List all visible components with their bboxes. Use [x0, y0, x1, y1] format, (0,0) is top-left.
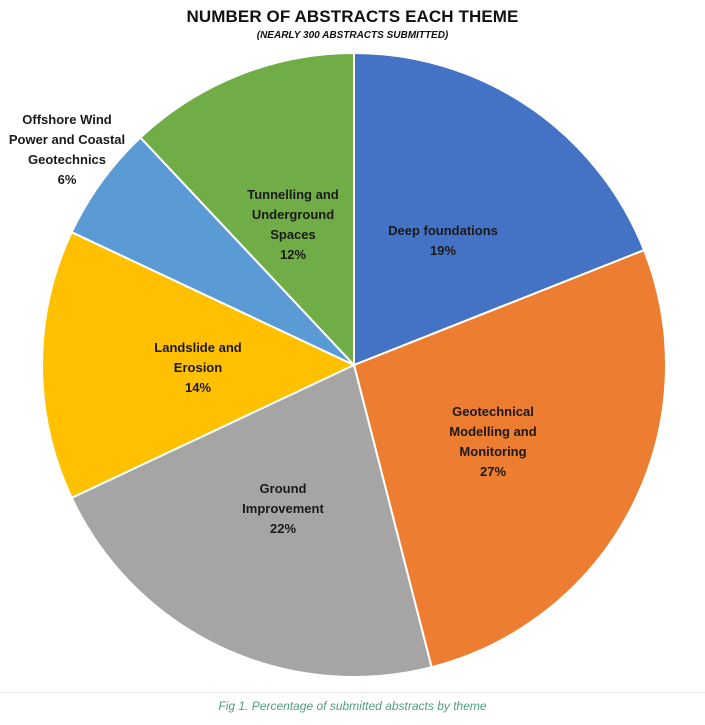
- slice-label-deep-foundations: Deep foundations 19%: [388, 223, 498, 258]
- slice-name-line: Underground: [252, 207, 334, 222]
- slice-name-line: Power and Coastal: [9, 132, 125, 147]
- slice-label-offshore-wind-power-and-coastal-geotechnics: Offshore Wind Power and Coastal Geotechnic…: [9, 112, 125, 187]
- pie-slice-landslide-and-erosion: [41, 230, 357, 500]
- slice-value-label: 27%: [480, 464, 506, 479]
- slice-name-line: Deep foundations: [388, 223, 498, 238]
- slice-name-line: Offshore Wind: [22, 112, 111, 127]
- figure-caption: Fig 1. Percentage of submitted abstracts…: [218, 699, 487, 713]
- pie-slice-ground-improvement: [70, 363, 433, 678]
- slice-name-line: Geotechnics: [28, 152, 106, 167]
- pie-chart: Deep foundations 19% Geotechnical Modelling…: [9, 51, 667, 678]
- pie-slice-deep-foundations: [353, 51, 646, 367]
- slice-name-line: Ground: [260, 481, 307, 496]
- slice-value-label: 6%: [58, 172, 77, 187]
- chart-area: NUMBER OF ABSTRACTS EACH THEME (NEARLY 3…: [0, 7, 705, 693]
- pie-slice-geotechnical-modelling-and-monitoring: [352, 248, 667, 669]
- slice-name-line: Spaces: [270, 227, 316, 242]
- slice-name-line: Geotechnical: [452, 404, 534, 419]
- slice-name-line: Landslide and: [154, 340, 241, 355]
- slice-label-geotechnical-modelling-and-monitoring: Geotechnical Modelling and Monitoring 27%: [449, 404, 536, 479]
- slice-value-label: 19%: [430, 243, 456, 258]
- slice-name-line: Modelling and: [449, 424, 536, 439]
- chart-title: NUMBER OF ABSTRACTS EACH THEME: [186, 7, 519, 26]
- chart-subtitle: (NEARLY 300 ABSTRACTS SUBMITTED): [256, 30, 449, 41]
- slice-label-ground-improvement: Ground Improvement 22%: [242, 481, 324, 536]
- slice-value-label: 22%: [270, 521, 296, 536]
- slice-label-landslide-and-erosion: Landslide and Erosion 14%: [154, 340, 241, 395]
- slice-name-line: Monitoring: [459, 444, 526, 459]
- pie-slice-tunnelling-and-underground-spaces: [139, 51, 355, 368]
- slice-name-line: Improvement: [242, 501, 324, 516]
- slice-name-line: Tunnelling and: [247, 187, 339, 202]
- slice-name-line: Erosion: [174, 360, 222, 375]
- slice-label-tunnelling-and-underground-spaces: Tunnelling and Underground Spaces 12%: [247, 187, 339, 262]
- slice-value-label: 14%: [185, 380, 211, 395]
- slice-value-label: 12%: [280, 247, 306, 262]
